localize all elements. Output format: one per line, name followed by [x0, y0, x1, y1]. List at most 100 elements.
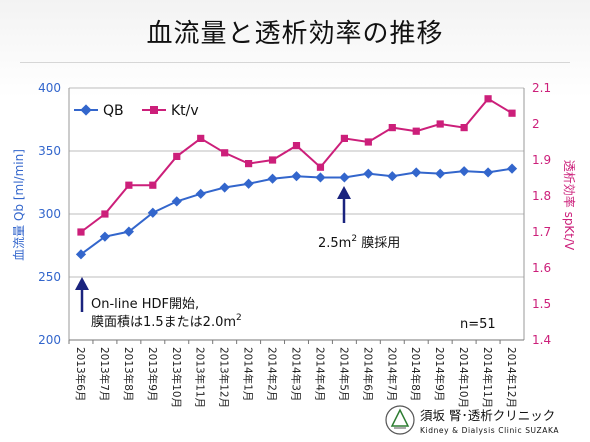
x-tick-label: 2014年9月 — [433, 347, 446, 401]
ktv-point — [77, 228, 85, 236]
legend-ktv-label: Kt/v — [171, 103, 199, 119]
series-line — [80, 167, 513, 256]
qb-point — [315, 172, 326, 183]
x-tick-label: 2014年4月 — [313, 347, 326, 401]
ktv-point — [197, 134, 205, 142]
qb-point — [482, 167, 494, 178]
series-line — [80, 97, 513, 233]
ktv-point — [484, 95, 492, 103]
ktv-point — [412, 127, 420, 135]
y-right-tick-label: 1.7 — [532, 225, 551, 239]
x-ticks: 2013年6月 2013年7月 2013年8月 2013年9月 2013年10月 2013… — [68, 340, 518, 408]
x-tick-label: 2013年11月 — [194, 347, 207, 408]
qb-point — [339, 172, 350, 183]
hdf-arrow-head — [75, 277, 89, 290]
membrane-label: 2.5m2 膜採用 — [318, 234, 400, 251]
x-tick-label: 2013年8月 — [122, 347, 135, 401]
ktv-point — [340, 134, 348, 142]
qb-point — [243, 178, 254, 189]
y-left-tick-label: 300 — [38, 207, 61, 221]
ktv-point — [245, 160, 253, 168]
sample-size-label: n=51 — [460, 317, 496, 332]
y-left-tick-label: 250 — [38, 270, 61, 284]
hdf-label-line2: 膜面積は1.5または2.0m2 — [91, 313, 242, 330]
x-tick-label: 2014年6月 — [361, 347, 374, 401]
legend: QB Kt/v — [74, 103, 199, 119]
series-qb — [75, 163, 518, 260]
y-right-tick-label: 1.5 — [532, 297, 551, 311]
series-ktv — [77, 95, 516, 236]
legend-qb-marker — [80, 104, 92, 116]
legend-qb-label: QB — [103, 103, 124, 119]
clinic-logo: 須坂 腎･透析クリニック Kidney & Dialysis Clinic SU… — [385, 405, 559, 435]
y-right-tick-label: 2.1 — [532, 81, 551, 95]
ktv-point — [364, 138, 372, 146]
logo-name-en: Kidney & Dialysis Clinic SUZAKA — [420, 426, 559, 435]
qb-point — [267, 173, 278, 184]
qb-point — [195, 188, 206, 199]
ktv-point — [149, 181, 157, 189]
ktv-point — [460, 124, 468, 132]
title-divider — [20, 62, 570, 63]
y-right-tick-label: 1.4 — [532, 333, 551, 347]
x-tick-label: 2014年1月 — [242, 347, 255, 401]
y-axis-right-title: 透析効率 spKt/V — [562, 160, 577, 251]
page-title: 血流量と透析効率の推移 — [146, 18, 444, 49]
qb-point — [219, 182, 230, 193]
y-left-tick-label: 350 — [38, 144, 61, 158]
ktv-point — [436, 120, 444, 128]
x-tick-label: 2013年7月 — [98, 347, 111, 401]
logo-name-jp: 須坂 腎･透析クリニック — [420, 408, 555, 423]
ktv-point — [292, 142, 301, 150]
x-tick-label: 2014年12月 — [505, 347, 518, 408]
y-right-tick-label: 1.9 — [532, 153, 551, 167]
hdf-label-line1: On-line HDF開始, — [91, 297, 199, 312]
qb-point — [387, 171, 398, 182]
x-tick-label: 2014年11月 — [481, 347, 494, 408]
legend-ktv-marker — [150, 106, 158, 114]
y-right-tick-label: 1.8 — [532, 189, 551, 203]
y-right-ticks: 1.4 1.5 1.6 1.7 1.8 1.9 2 2.1 — [532, 81, 551, 347]
ktv-point — [221, 149, 229, 157]
x-tick-label: 2013年10月 — [170, 347, 183, 408]
qb-point — [147, 207, 158, 218]
series — [75, 95, 518, 260]
x-tick-label: 2014年10月 — [457, 347, 470, 408]
ktv-point — [125, 181, 133, 189]
membrane-arrow-head — [337, 186, 351, 199]
membrane-annotation: 2.5m2 膜採用 — [318, 186, 400, 251]
logo-emblem-mark — [390, 408, 410, 427]
y-left-tick-label: 200 — [38, 333, 61, 347]
qb-point — [459, 166, 470, 177]
y-left-ticks: 200 250 300 350 400 — [38, 81, 61, 347]
qb-point — [435, 168, 446, 179]
x-tick-label: 2014年2月 — [266, 347, 279, 401]
x-tick-label: 2014年7月 — [385, 347, 398, 401]
qb-point — [411, 167, 422, 178]
x-tick-label: 2013年12月 — [218, 347, 231, 408]
qb-point — [291, 171, 302, 182]
y-axis-left-title: 血流量 Qb [ml/min] — [12, 149, 26, 261]
x-tick-label: 2014年8月 — [409, 347, 422, 401]
x-tick-label: 2013年9月 — [146, 347, 159, 401]
qb-point — [171, 196, 182, 207]
y-right-tick-label: 2 — [532, 117, 540, 131]
qb-point — [99, 231, 111, 242]
y-right-tick-label: 1.6 — [532, 261, 551, 275]
logo-emblem-icon — [385, 405, 415, 435]
ktv-point — [388, 124, 396, 132]
y-left-tick-label: 400 — [38, 81, 61, 95]
ktv-point — [268, 156, 277, 164]
ktv-point — [508, 109, 516, 117]
qb-point — [506, 163, 518, 174]
hdf-annotation: On-line HDF開始, 膜面積は1.5または2.0m2 — [75, 277, 242, 330]
ktv-point — [316, 163, 325, 171]
qb-point — [363, 168, 374, 179]
plot-frame — [68, 88, 525, 341]
ktv-point — [101, 210, 109, 218]
x-tick-label: 2014年5月 — [337, 347, 350, 401]
x-tick-label: 2014年3月 — [290, 347, 303, 401]
x-tick-label: 2013年6月 — [74, 347, 87, 401]
ktv-point — [173, 152, 181, 160]
